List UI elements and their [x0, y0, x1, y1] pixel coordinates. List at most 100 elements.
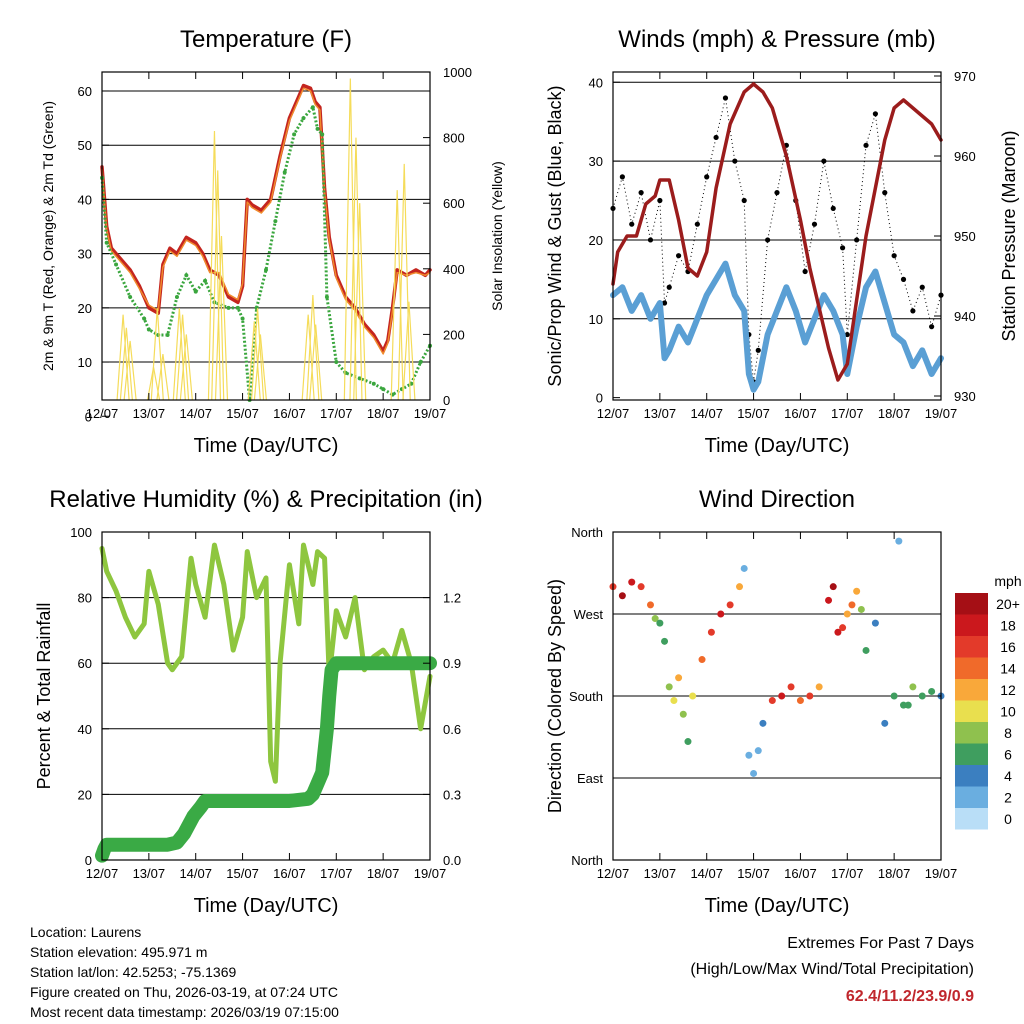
legend-title: mph — [994, 573, 1021, 589]
y-axis-label: 2m & 9m T (Red, Orange) & 2m Td (Green) — [40, 101, 56, 371]
extremes-values: 62.4/11.2/23.9/0.9 — [845, 988, 974, 1005]
gust-point — [821, 158, 827, 164]
x-tick-label: 17/07 — [320, 866, 353, 881]
legend-label: 2 — [1004, 790, 1012, 806]
y2-tick-label: 0.3 — [443, 787, 461, 802]
x-tick-label: 18/07 — [367, 866, 400, 881]
gust-point — [900, 276, 907, 282]
data-layer — [609, 537, 945, 777]
chart-title: Winds (mph) & Pressure (mb) — [618, 26, 935, 53]
direction-point — [689, 692, 697, 700]
data-layer — [100, 78, 432, 402]
gust-point — [802, 268, 808, 275]
x-tick-label: 17/07 — [831, 866, 864, 881]
x-axis-label: Time (Day/UTC) — [705, 435, 850, 457]
y-tick-label: 20 — [589, 233, 603, 248]
direction-point — [637, 583, 645, 591]
x-tick-label: 19/07 — [414, 866, 447, 881]
direction-point — [656, 619, 664, 627]
direction-point — [768, 697, 776, 705]
gust-point — [694, 221, 700, 227]
y2-tick-label: 800 — [443, 131, 465, 146]
y-tick-label: 60 — [78, 656, 92, 671]
x-tick-label: 15/07 — [226, 866, 259, 881]
legend-label: 16 — [1000, 639, 1016, 655]
legend-label: 14 — [1000, 661, 1016, 677]
direction-point — [928, 687, 936, 695]
y-tick-label: East — [577, 771, 603, 786]
solar-spike — [116, 314, 130, 401]
x-tick-label: 15/07 — [737, 406, 770, 421]
direction-point — [890, 692, 898, 700]
plot-frame — [101, 71, 431, 401]
gust-point — [929, 324, 935, 330]
9m-t-line — [101, 87, 431, 355]
panel-direction: 12/07 13/07 14/07 15/07 16/07 17/07 18/07 19/07… — [545, 486, 1022, 917]
legend-label: 4 — [1004, 768, 1012, 784]
gust-point — [910, 308, 916, 314]
y2-tick-label: 600 — [443, 196, 465, 211]
y-tick-label: 40 — [78, 192, 92, 207]
data-layer — [95, 542, 437, 863]
gust-point — [629, 221, 635, 227]
direction-point — [839, 624, 847, 632]
y-tick-label: North — [571, 525, 603, 540]
direction-point — [661, 637, 669, 645]
direction-point — [651, 615, 659, 623]
dewpoint-point — [264, 267, 268, 272]
direction-point — [684, 738, 692, 746]
legend-swatch — [955, 679, 988, 701]
y-tick-label: 60 — [78, 84, 92, 99]
legend-swatch — [955, 765, 988, 787]
station-location: Location: Laurens — [30, 924, 142, 940]
direction-point — [665, 683, 673, 691]
legend-label: 18 — [1000, 618, 1016, 634]
dewpoint-point — [128, 294, 133, 299]
direction-point — [815, 683, 823, 691]
x-tick-label: 18/07 — [367, 406, 400, 421]
y2-tick-label: 960 — [954, 149, 976, 164]
panel-temperature: 12/07 13/07 14/07 15/07 16/07 17/07 18/07 19/07… — [40, 26, 505, 457]
y-tick-label: 100 — [70, 525, 92, 540]
direction-point — [834, 628, 842, 636]
gust-point — [872, 111, 879, 117]
station-elevation: Station elevation: 495.971 m — [30, 944, 208, 960]
x-tick-label: 15/07 — [737, 866, 770, 881]
x-tick-label: 12/07 — [86, 866, 119, 881]
x-tick-label: 13/07 — [133, 406, 166, 421]
solar-spike — [214, 235, 229, 401]
x-tick-label: 13/07 — [133, 866, 166, 881]
y-tick-label: 80 — [78, 591, 92, 606]
dewpoint-point — [184, 273, 189, 278]
direction-point — [628, 578, 636, 586]
chart-title: Temperature (F) — [180, 26, 352, 53]
x-tick-label: 18/07 — [878, 406, 911, 421]
solar-spike — [253, 334, 267, 401]
x-axis-label: Time (Day/UTC) — [194, 435, 339, 457]
legend-swatch — [955, 593, 988, 615]
dewpoint-point — [235, 305, 240, 310]
legend-swatch — [955, 636, 988, 658]
y-tick-label: 40 — [589, 75, 603, 90]
y-tick-label: 0 — [85, 409, 92, 424]
y-tick-label: North — [571, 853, 603, 868]
y2-tick-label: 1000 — [443, 65, 472, 80]
dewpoint-point — [273, 219, 278, 224]
total-precipitation-line — [95, 656, 437, 863]
y2-tick-label: 0 — [443, 393, 450, 408]
legend-swatch — [955, 722, 988, 744]
pressure-line — [611, 82, 943, 382]
legend-label: 10 — [1000, 704, 1016, 720]
dewpoint-point — [240, 316, 245, 321]
direction-point — [881, 719, 889, 727]
y-tick-label: 20 — [78, 301, 92, 316]
x-tick-label: 12/07 — [86, 406, 119, 421]
gust-point — [647, 237, 654, 243]
direction-point — [740, 564, 748, 572]
dewpoint-point — [301, 116, 306, 121]
legend-swatch — [955, 786, 988, 808]
dewpoint-point — [381, 387, 386, 392]
legend-label: 8 — [1004, 725, 1012, 741]
y-axis-label: Percent & Total Rainfall — [34, 603, 54, 790]
